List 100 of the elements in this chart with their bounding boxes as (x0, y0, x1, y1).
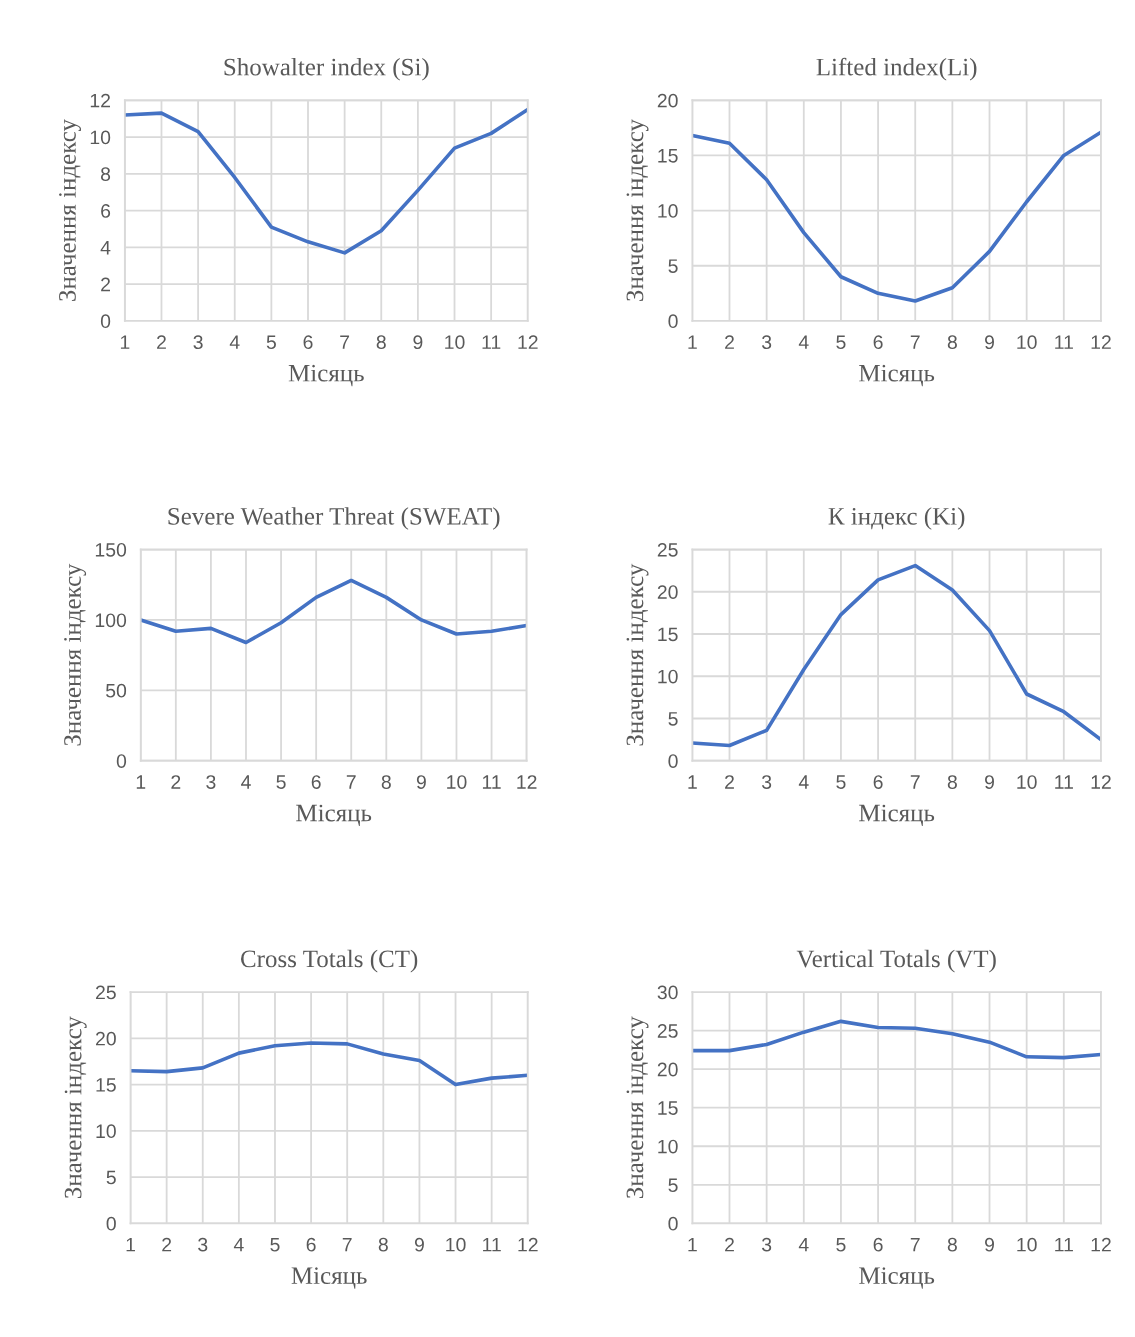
x-tick-label: 8 (378, 1237, 388, 1252)
y-tick-label: 5 (668, 259, 678, 273)
x-tick-label: 5 (270, 1237, 280, 1252)
y-tick-label: 25 (657, 542, 678, 557)
x-tick-label: 12 (1091, 775, 1111, 789)
x-tick-label: 12 (518, 1237, 538, 1252)
x-tick-label: 8 (947, 335, 957, 350)
y-tick-label: 150 (95, 542, 127, 557)
x-tick-label: 7 (342, 1237, 352, 1252)
x-tick-label: 6 (306, 1237, 316, 1252)
x-tick-label: 3 (761, 335, 772, 350)
x-axis-title: Місяць (296, 804, 372, 827)
y-tick-label: 8 (100, 167, 111, 182)
x-tick-label: 1 (688, 775, 697, 789)
chart-title: Lifted index(Li) (816, 57, 977, 81)
x-tick-label: 8 (376, 335, 386, 350)
x-tick-label: 8 (947, 775, 957, 789)
x-tick-label: 4 (798, 775, 809, 789)
y-tick-label: 15 (658, 1101, 678, 1115)
x-tick-label: 8 (947, 1237, 957, 1252)
x-tick-label: 3 (206, 775, 216, 789)
x-tick-label: 10 (445, 335, 465, 350)
x-tick-label: 4 (798, 335, 809, 349)
x-tick-label: 10 (1017, 775, 1037, 789)
x-tick-label: 9 (416, 775, 426, 789)
y-tick-label: 15 (658, 149, 678, 163)
x-tick-label: 5 (836, 335, 846, 350)
y-tick-label: 20 (657, 585, 678, 599)
chart-title: Showalter index (Si) (224, 57, 429, 81)
y-tick-label: 20 (95, 1031, 116, 1046)
y-tick-label: 100 (95, 613, 127, 628)
line-series (692, 1019, 1101, 1060)
y-tick-label: 25 (657, 1024, 678, 1038)
y-axis-title: Значення індексу (626, 563, 649, 746)
x-tick-label: 5 (276, 775, 286, 789)
x-tick-label: 11 (482, 775, 501, 789)
y-axis-title: Значення індексу (626, 1016, 649, 1199)
x-tick-label: 1 (688, 335, 697, 349)
x-tick-label: 6 (873, 775, 883, 789)
x-tick-label: 6 (873, 335, 883, 350)
line-series (130, 1041, 528, 1087)
y-axis-title: Значення індексу (64, 563, 87, 746)
y-tick-label: 5 (106, 1170, 116, 1185)
x-tick-label: 12 (518, 335, 538, 349)
x-tick-label: 10 (1017, 1237, 1037, 1252)
x-tick-label: 2 (157, 335, 166, 349)
x-tick-label: 5 (836, 1237, 846, 1252)
x-tick-label: 7 (346, 775, 356, 789)
x-tick-label: 3 (761, 1237, 772, 1252)
x-tick-label: 11 (1055, 335, 1073, 349)
chart-title: Vertical Totals (VT) (796, 949, 996, 973)
y-axis-title: Значення індексу (64, 1016, 87, 1199)
y-tick-label: 15 (96, 1078, 116, 1092)
line-series (692, 130, 1101, 303)
x-tick-label: 12 (1091, 1237, 1111, 1252)
x-tick-label: 11 (483, 1237, 501, 1252)
x-tick-label: 5 (266, 335, 276, 350)
x-tick-label: 7 (340, 335, 350, 349)
x-tick-label: 9 (985, 775, 994, 789)
x-tick-label: 4 (241, 775, 251, 789)
x-tick-label: 7 (910, 1237, 920, 1252)
y-tick-label: 0 (668, 1216, 678, 1231)
x-tick-label: 10 (1017, 335, 1037, 350)
y-tick-label: 0 (100, 314, 111, 329)
x-tick-label: 2 (162, 1237, 172, 1252)
x-axis-title: Місяць (288, 364, 364, 387)
x-tick-label: 12 (517, 775, 537, 789)
x-tick-label: 8 (381, 775, 391, 789)
x-tick-label: 7 (910, 775, 920, 789)
y-tick-label: 12 (90, 93, 110, 108)
line-series (140, 578, 527, 645)
x-axis-title: Місяць (291, 1267, 367, 1289)
y-tick-label: 25 (95, 985, 116, 1000)
chart-title: Severe Weather Threat (SWEAT) (168, 507, 500, 530)
x-tick-label: 4 (233, 1237, 244, 1252)
x-tick-label: 11 (1055, 775, 1073, 789)
y-tick-label: 20 (657, 1062, 678, 1077)
y-tick-label: 50 (106, 683, 127, 698)
x-tick-label: 11 (1055, 1237, 1073, 1252)
y-tick-label: 6 (101, 204, 111, 218)
x-tick-label: 4 (229, 335, 240, 349)
x-tick-label: 6 (873, 1237, 883, 1252)
x-tick-label: 6 (311, 775, 321, 789)
x-tick-label: 3 (193, 335, 203, 350)
x-axis-title: Місяць (859, 364, 935, 387)
chart-title: К індекс (Ki) (828, 507, 965, 530)
x-tick-label: 2 (725, 335, 734, 349)
x-tick-label: 3 (198, 1237, 208, 1252)
x-tick-label: 5 (836, 775, 846, 789)
x-tick-label: 9 (413, 335, 423, 350)
x-tick-label: 1 (136, 775, 146, 789)
x-tick-label: 2 (171, 775, 181, 789)
y-tick-label: 20 (657, 93, 678, 108)
y-tick-label: 5 (668, 1178, 678, 1193)
y-tick-label: 10 (96, 1124, 116, 1139)
line-series (124, 107, 528, 255)
y-tick-label: 10 (658, 204, 678, 218)
y-axis-title: Значення індексу (626, 119, 649, 301)
x-tick-label: 9 (985, 1237, 994, 1252)
x-tick-label: 2 (725, 775, 734, 789)
